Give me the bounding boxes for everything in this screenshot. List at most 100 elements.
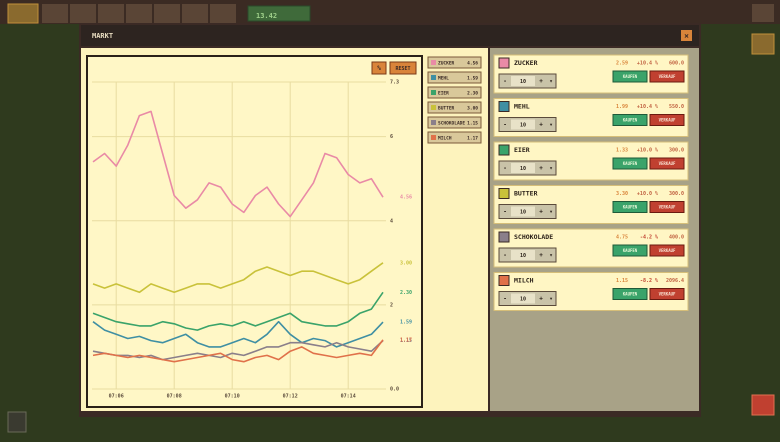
sell-label[interactable]: VERKAUF: [659, 205, 676, 210]
close-icon[interactable]: ×: [684, 32, 689, 41]
qty-plus[interactable]: +: [539, 296, 543, 303]
y-tick-label: 6: [390, 134, 393, 140]
y-tick-label: 2: [390, 302, 393, 308]
item-stock: 400.0: [669, 235, 684, 241]
sell-button[interactable]: [649, 244, 685, 257]
corner-button[interactable]: [7, 411, 27, 433]
qty-minus[interactable]: -: [503, 209, 507, 216]
slot[interactable]: [70, 4, 96, 23]
sell-label[interactable]: VERKAUF: [659, 118, 676, 123]
qty-more[interactable]: ▾: [549, 165, 553, 172]
sell-button[interactable]: [649, 288, 685, 300]
percent-button[interactable]: [371, 61, 387, 75]
legend-name[interactable]: SCHOKOLADE: [438, 121, 465, 127]
qty-minus[interactable]: -: [503, 252, 507, 259]
qty-more[interactable]: ▾: [549, 296, 553, 303]
legend-item[interactable]: [427, 101, 482, 114]
legend-value[interactable]: 1.59: [467, 76, 478, 82]
item-name: BUTTER: [514, 190, 538, 198]
reset-label[interactable]: RESET: [395, 66, 410, 72]
buy-label[interactable]: KAUFEN: [623, 292, 638, 297]
qty-value[interactable]: 10: [520, 166, 526, 172]
buy-button[interactable]: [612, 157, 648, 170]
legend-item[interactable]: [427, 56, 482, 69]
buy-button[interactable]: [612, 114, 648, 126]
qty-more[interactable]: ▾: [549, 252, 553, 259]
legend-value[interactable]: 4.56: [467, 61, 478, 67]
qty-more[interactable]: ▾: [549, 209, 553, 216]
legend-name[interactable]: MEHL: [438, 76, 449, 82]
legend-value[interactable]: 3.00: [467, 106, 478, 112]
qty-plus[interactable]: +: [539, 78, 543, 85]
slot[interactable]: [126, 4, 152, 23]
end-label: 1.17: [400, 337, 412, 343]
item-change: +10.0 %: [637, 148, 658, 154]
qty-plus[interactable]: +: [539, 252, 543, 259]
buy-button[interactable]: [612, 201, 648, 213]
slot[interactable]: [98, 4, 124, 23]
side-button[interactable]: [751, 33, 775, 55]
slot[interactable]: [182, 4, 208, 23]
sell-button[interactable]: [649, 70, 685, 83]
buy-label[interactable]: KAUFEN: [623, 118, 638, 123]
legend-name[interactable]: BUTTER: [438, 106, 455, 112]
buy-button[interactable]: [612, 288, 648, 300]
qty-field: [511, 163, 535, 173]
sell-label[interactable]: VERKAUF: [659, 161, 676, 166]
qty-plus[interactable]: +: [539, 165, 543, 172]
qty-minus[interactable]: -: [503, 122, 507, 129]
qty-value[interactable]: 10: [520, 297, 526, 303]
legend-value[interactable]: 1.15: [467, 121, 478, 127]
qty-value[interactable]: 10: [520, 210, 526, 216]
buy-label[interactable]: KAUFEN: [623, 161, 638, 166]
buy-label[interactable]: KAUFEN: [623, 248, 638, 253]
legend-value[interactable]: 1.17: [467, 136, 478, 142]
sell-label[interactable]: VERKAUF: [659, 74, 676, 79]
qty-minus[interactable]: -: [503, 165, 507, 172]
close-button[interactable]: [681, 30, 692, 41]
reset-button[interactable]: [389, 61, 417, 75]
y-tick-label: 7.3: [390, 80, 399, 86]
slot[interactable]: [7, 3, 39, 24]
buy-button[interactable]: [612, 70, 648, 83]
sell-button[interactable]: [649, 114, 685, 126]
sell-button[interactable]: [649, 201, 685, 213]
legend-item[interactable]: [427, 116, 482, 129]
legend-item[interactable]: [427, 86, 482, 99]
end-label: 2.30: [400, 290, 412, 296]
add-button[interactable]: [751, 394, 775, 416]
qty-minus[interactable]: -: [503, 78, 507, 85]
buy-label[interactable]: KAUFEN: [623, 205, 638, 210]
legend-name[interactable]: EIER: [438, 91, 449, 97]
buy-label[interactable]: KAUFEN: [623, 74, 638, 79]
slot[interactable]: [154, 4, 180, 23]
qty-more[interactable]: ▾: [549, 122, 553, 129]
slot[interactable]: [752, 4, 774, 22]
sell-label[interactable]: VERKAUF: [659, 292, 676, 297]
item-name: ZUCKER: [514, 59, 538, 67]
sell-button[interactable]: [649, 157, 685, 170]
sell-label[interactable]: VERKAUF: [659, 248, 676, 253]
slot[interactable]: [42, 4, 68, 23]
qty-field: [511, 250, 535, 260]
item-name: SCHOKOLADE: [514, 233, 553, 241]
legend-name[interactable]: MILCH: [438, 136, 452, 142]
qty-more[interactable]: ▾: [549, 78, 553, 85]
item-change: +10.4 %: [637, 104, 658, 110]
qty-minus[interactable]: -: [503, 296, 507, 303]
qty-plus[interactable]: +: [539, 209, 543, 216]
legend-name[interactable]: ZUCKER: [438, 61, 455, 67]
legend-item[interactable]: [427, 71, 482, 84]
qty-plus[interactable]: +: [539, 122, 543, 129]
qty-value[interactable]: 10: [520, 123, 526, 129]
legend-swatch: [431, 60, 436, 65]
x-tick-label: 07:06: [109, 394, 124, 400]
percent-label[interactable]: %: [377, 65, 381, 72]
buy-button[interactable]: [612, 244, 648, 257]
qty-value[interactable]: 10: [520, 253, 526, 259]
legend-item[interactable]: [427, 131, 482, 144]
legend-value[interactable]: 2.30: [467, 91, 478, 97]
qty-value[interactable]: 10: [520, 79, 526, 85]
slot[interactable]: [210, 4, 236, 23]
item-icon: [498, 231, 510, 243]
